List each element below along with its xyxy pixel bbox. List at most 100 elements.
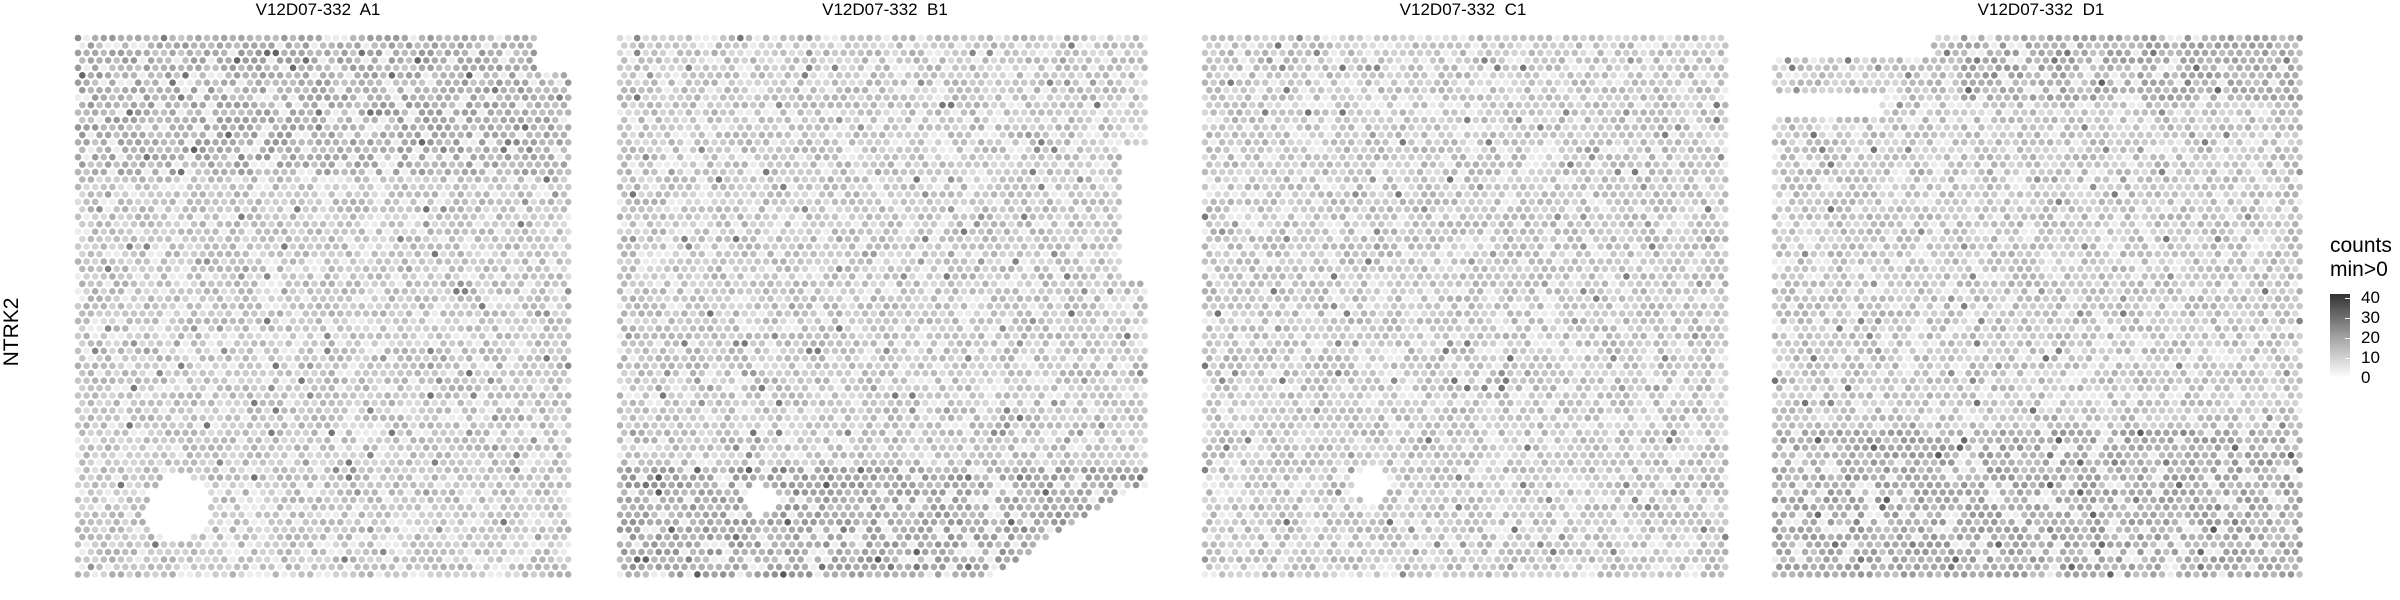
spot — [435, 571, 443, 578]
spot — [315, 139, 323, 146]
spot — [246, 407, 254, 414]
spot — [509, 57, 516, 64]
spot — [169, 109, 176, 116]
spot — [1106, 109, 1114, 116]
spot — [517, 131, 525, 139]
spot — [285, 191, 293, 198]
spot — [87, 399, 95, 407]
spot — [642, 124, 650, 131]
spot — [414, 504, 422, 511]
spot — [431, 146, 439, 154]
spot — [332, 288, 340, 295]
spot — [263, 273, 271, 280]
spot — [113, 86, 120, 94]
spot — [212, 347, 219, 355]
spot — [805, 49, 813, 57]
spot — [156, 384, 163, 392]
spot — [504, 273, 512, 280]
spot — [405, 548, 413, 556]
spot — [199, 444, 206, 452]
spot — [526, 489, 533, 496]
spot — [74, 109, 82, 116]
spot — [83, 168, 90, 176]
spot — [324, 94, 331, 101]
spot — [633, 109, 641, 116]
spot — [526, 399, 533, 407]
spot — [332, 422, 340, 429]
spot — [891, 64, 899, 72]
spot — [212, 64, 219, 72]
spot — [797, 64, 804, 72]
spot — [306, 124, 314, 131]
spot — [461, 302, 469, 310]
spot — [104, 474, 112, 481]
spot — [1081, 64, 1088, 72]
spot — [844, 72, 852, 79]
spot — [1033, 86, 1041, 94]
spot — [208, 57, 215, 64]
spot — [126, 243, 133, 250]
spot — [371, 131, 379, 139]
spot — [96, 295, 103, 303]
spot — [375, 541, 383, 548]
spot — [143, 49, 151, 57]
spot — [530, 362, 538, 370]
spot — [298, 302, 305, 310]
spot — [104, 220, 112, 228]
spot — [767, 42, 774, 49]
spot — [977, 109, 985, 116]
spot — [298, 466, 305, 474]
spot — [1076, 86, 1084, 94]
spot — [341, 511, 348, 519]
spot — [177, 437, 185, 444]
spot — [208, 489, 215, 496]
spot — [1115, 79, 1123, 86]
spot — [474, 57, 482, 64]
spot — [547, 541, 555, 548]
spot — [431, 101, 439, 109]
spot — [362, 86, 370, 94]
spot — [371, 220, 379, 228]
spot — [414, 369, 422, 377]
spot — [255, 258, 262, 265]
spot — [526, 340, 533, 347]
spot — [349, 34, 357, 42]
spot — [552, 444, 559, 452]
spot — [1115, 109, 1123, 116]
spot — [251, 340, 258, 347]
spot — [220, 466, 228, 474]
spot — [431, 161, 439, 168]
spot — [165, 429, 172, 437]
spot — [367, 64, 374, 72]
spot — [762, 109, 770, 116]
spot — [831, 109, 839, 116]
spot — [177, 392, 185, 399]
spot — [285, 489, 293, 496]
spot — [113, 265, 120, 273]
spot — [440, 131, 447, 139]
spot — [831, 79, 839, 86]
spot — [74, 347, 82, 355]
spot — [453, 362, 460, 370]
spot — [358, 183, 366, 191]
spot — [229, 392, 237, 399]
spot — [917, 124, 925, 131]
spot — [315, 288, 323, 295]
spot — [440, 265, 447, 273]
spot — [444, 168, 452, 176]
spot — [397, 206, 404, 213]
spot — [255, 317, 262, 325]
spot — [397, 444, 404, 452]
spot — [380, 57, 387, 64]
spot — [380, 86, 387, 94]
spot — [784, 116, 791, 124]
spot — [982, 72, 989, 79]
spot — [444, 288, 452, 295]
spot — [478, 139, 486, 146]
spot — [517, 57, 525, 64]
spot — [139, 444, 146, 452]
spot — [294, 295, 301, 303]
spot — [251, 250, 258, 258]
spot — [444, 556, 452, 563]
spot — [255, 556, 262, 563]
